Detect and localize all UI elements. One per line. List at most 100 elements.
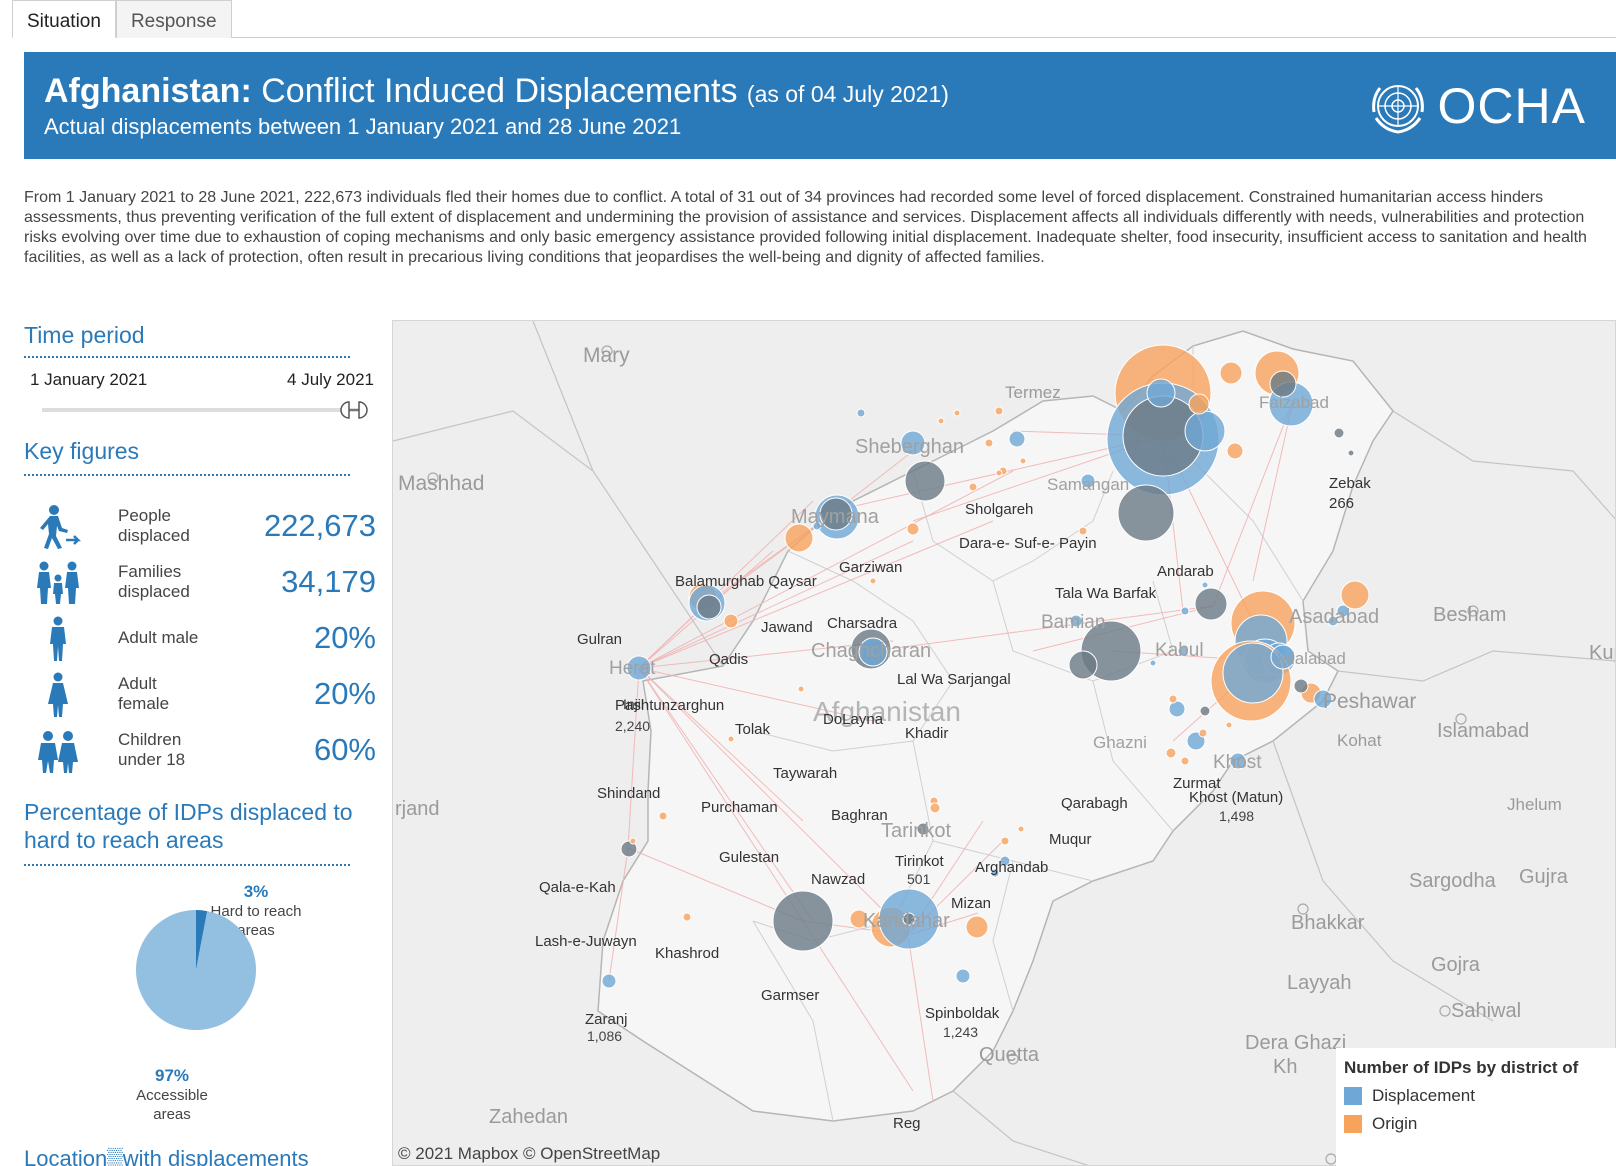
overlap-bubble[interactable] [1199, 705, 1211, 717]
pie-slice-accessible[interactable] [135, 910, 256, 1030]
ocha-logo: OCHA [1368, 76, 1586, 136]
overlap-bubble[interactable] [772, 890, 834, 952]
displacement-bubble[interactable] [900, 430, 926, 456]
origin-bubble[interactable] [953, 409, 961, 417]
origin-bubble[interactable] [658, 811, 668, 821]
origin-bubble[interactable] [1340, 580, 1370, 610]
displacement-bubble[interactable] [1327, 615, 1339, 627]
origin-bubble[interactable] [1226, 442, 1244, 460]
overlap-bubble[interactable] [902, 912, 916, 926]
time-period-dates: 1 January 2021 4 July 2021 [30, 370, 374, 390]
origin-bubble[interactable] [995, 469, 1003, 477]
displacement-bubble[interactable] [955, 968, 971, 984]
pie-text-hard-1: Hard to reach [210, 903, 302, 920]
legend-swatch [1344, 1087, 1362, 1105]
time-slider-track[interactable] [42, 408, 362, 412]
flow-line [638, 667, 804, 822]
map-label: Lash-e-Juwayn [535, 933, 637, 950]
origin-bubble[interactable] [1219, 361, 1243, 385]
origin-bubble[interactable] [994, 406, 1004, 416]
map-label: Kup [1589, 642, 1616, 664]
legend-label: Origin [1372, 1114, 1418, 1133]
overlap-bubble[interactable] [904, 460, 946, 502]
origin-bubble[interactable] [784, 523, 814, 553]
origin-bubble[interactable] [1078, 526, 1088, 536]
time-slider-handle[interactable] [335, 400, 375, 420]
flow-line [907, 934, 934, 1102]
displacement-bubble[interactable] [1008, 430, 1026, 448]
map-label: Khost [1213, 752, 1262, 773]
origin-bubble[interactable] [906, 522, 920, 536]
overlap-bubble[interactable] [1347, 449, 1355, 457]
overlap-bubble[interactable] [1117, 484, 1175, 542]
displacement-bubble[interactable] [601, 973, 617, 989]
overlap-bubble[interactable] [696, 594, 722, 620]
origin-bubble[interactable] [1188, 393, 1210, 415]
displacement-bubble[interactable] [1180, 606, 1190, 616]
origin-bubble[interactable] [869, 577, 877, 585]
displacement-bubble[interactable] [858, 637, 888, 667]
displacement-bubble[interactable] [1270, 644, 1296, 670]
displacement-bubble[interactable] [1229, 752, 1247, 770]
displacement-bubble[interactable] [1177, 645, 1189, 657]
flow-line [627, 667, 640, 849]
origin-bubble[interactable] [682, 912, 692, 922]
displacement-bubble[interactable] [1336, 604, 1350, 618]
tab-response[interactable]: Response [115, 0, 232, 38]
origin-bubble[interactable] [1017, 825, 1025, 833]
displacement-bubble[interactable] [1069, 614, 1083, 628]
overlap-bubble[interactable] [620, 840, 638, 858]
origin-bubble[interactable] [629, 837, 637, 845]
displacement-bubble[interactable] [1184, 410, 1226, 452]
displacement-bubble[interactable] [1149, 659, 1157, 667]
displacement-bubble[interactable] [1222, 642, 1284, 704]
displacement-bubble[interactable] [812, 521, 822, 531]
overlap-bubble[interactable] [1333, 427, 1345, 439]
origin-bubble[interactable] [1000, 836, 1010, 846]
origin-bubble[interactable] [849, 909, 869, 929]
origin-bubble[interactable] [1198, 728, 1208, 738]
overlap-bubble[interactable] [1194, 587, 1228, 621]
pie-text-accessible-1: Accessible [136, 1087, 208, 1104]
map-label: Taywarah [773, 765, 837, 782]
map-label: Tala Wa Barfak [1055, 585, 1157, 602]
displacement-bubble[interactable] [626, 655, 652, 681]
tab-situation[interactable]: Situation [12, 0, 116, 38]
origin-bubble[interactable] [965, 915, 989, 939]
origin-bubble[interactable] [727, 735, 735, 743]
province-border [1092, 680, 1174, 832]
map-label: DoLayna [823, 711, 884, 728]
displacement-bubble[interactable] [1168, 700, 1186, 718]
origin-bubble[interactable] [1225, 721, 1233, 729]
origin-bubble[interactable] [937, 417, 945, 425]
displacement-bubble[interactable] [1313, 689, 1333, 709]
overlap-bubble[interactable] [819, 497, 853, 531]
origin-bubble[interactable] [984, 438, 994, 448]
displacement-bubble[interactable] [1080, 473, 1096, 489]
province-border [912, 470, 1114, 582]
displacement-bubble[interactable] [1146, 378, 1176, 408]
origin-bubble[interactable] [929, 802, 941, 814]
overlap-bubble[interactable] [1269, 370, 1297, 398]
pie-text-hard-2: areas [237, 922, 275, 939]
map-label: Kohat [1337, 731, 1382, 750]
displacement-bubble[interactable] [999, 855, 1011, 867]
map-canvas[interactable]: Mary Termez Mashhad Besham Peshawar Islamabad… [393, 321, 1616, 1166]
overlap-bubble[interactable] [916, 822, 930, 836]
origin-bubble[interactable] [968, 482, 978, 492]
origin-bubble[interactable] [797, 685, 805, 693]
overlap-bubble[interactable] [1068, 650, 1098, 680]
origin-bubble[interactable] [1168, 694, 1178, 704]
map-label: Ghazni [1093, 733, 1147, 752]
displacement-bubble[interactable] [990, 868, 1000, 878]
map-label: Qala-e-Kah [539, 879, 616, 896]
origin-bubble[interactable] [1019, 457, 1027, 465]
origin-bubble[interactable] [1165, 747, 1177, 759]
origin-bubble[interactable] [1180, 756, 1190, 766]
pie-slice-hard[interactable] [196, 910, 208, 970]
displacement-map[interactable]: Mary Termez Mashhad Besham Peshawar Islamabad… [392, 320, 1616, 1166]
overlap-bubble[interactable] [1293, 678, 1309, 694]
displacement-bubble[interactable] [1201, 581, 1209, 589]
displacement-bubble[interactable] [856, 408, 866, 418]
origin-bubble[interactable] [723, 613, 739, 629]
